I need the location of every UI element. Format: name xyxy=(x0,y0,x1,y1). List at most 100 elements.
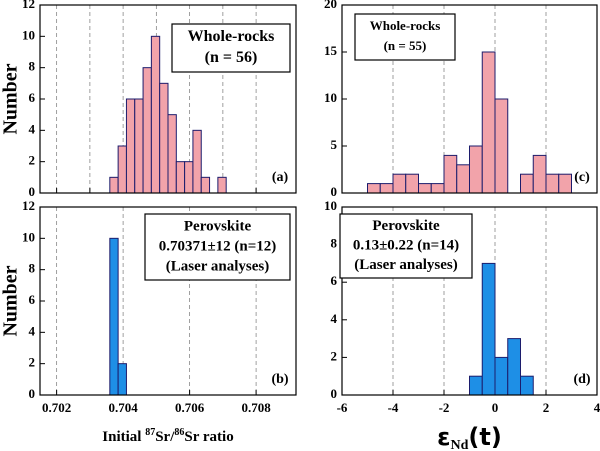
bar xyxy=(217,176,227,194)
bar xyxy=(142,67,152,194)
x-axis-label-part: (t) xyxy=(468,423,501,451)
annotation: Perovskite xyxy=(372,218,440,234)
x-axis-label-part: 87 xyxy=(145,427,155,438)
annotation: (n = 55) xyxy=(384,38,427,53)
y-axis-label: Number xyxy=(0,63,22,134)
y-tick-label: 6 xyxy=(29,292,36,307)
y-tick-label: 0 xyxy=(29,386,36,401)
plot-frame xyxy=(341,4,598,194)
y-tick-label: 8 xyxy=(331,236,338,251)
bar xyxy=(494,356,509,396)
y-axis-label: Number xyxy=(0,265,22,336)
x-axis-label-part: Sr/ xyxy=(155,429,175,445)
x-axis-label-part: 86 xyxy=(174,427,184,438)
bar xyxy=(192,129,202,194)
bar xyxy=(520,173,534,194)
y-tick-label: 8 xyxy=(29,261,36,276)
bar xyxy=(184,161,194,194)
bar xyxy=(134,98,144,194)
panel-label: (c) xyxy=(574,170,590,185)
bar xyxy=(481,262,496,396)
x-axis-label-part: ε xyxy=(437,423,450,451)
x-tick-label: -4 xyxy=(388,400,399,415)
y-tick-label: 6 xyxy=(331,273,338,288)
bar xyxy=(469,375,483,396)
bar xyxy=(175,161,186,194)
y-tick-label: 12 xyxy=(22,0,35,11)
y-tick-label: 10 xyxy=(22,229,35,244)
panel-label: (b) xyxy=(271,372,288,387)
y-tick-label: 0 xyxy=(331,184,338,199)
y-tick-label: 10 xyxy=(22,27,35,42)
annotation-box xyxy=(354,13,456,61)
y-tick-label: 2 xyxy=(29,355,36,370)
x-tick-label: 0.706 xyxy=(175,400,205,415)
y-tick-label: 12 xyxy=(22,198,35,213)
annotation-box xyxy=(144,213,291,281)
x-axis-label-part: Initial xyxy=(102,429,145,445)
x-tick-label: 0.702 xyxy=(42,400,71,415)
plot-frame xyxy=(39,4,297,194)
bar xyxy=(109,237,119,396)
bar xyxy=(117,145,127,194)
bar xyxy=(150,35,161,194)
x-tick-label: 0.708 xyxy=(241,400,271,415)
y-tick-label: 2 xyxy=(331,348,338,363)
annotation: Perovskite xyxy=(184,218,252,234)
bar xyxy=(200,176,211,194)
x-tick-label: 0.704 xyxy=(108,400,138,415)
annotation-box xyxy=(339,213,473,279)
x-axis-label-part: Sr ratio xyxy=(184,429,233,445)
bar xyxy=(392,173,407,194)
bar xyxy=(125,98,136,194)
plot-frame xyxy=(39,206,297,396)
annotation: (Laser analyses) xyxy=(166,258,269,274)
y-tick-label: 20 xyxy=(324,0,337,11)
annotation: 0.13±0.22 (n=14) xyxy=(353,237,459,253)
annotation: (n = 56) xyxy=(205,49,258,66)
y-tick-label: 0 xyxy=(29,184,36,199)
y-tick-label: 5 xyxy=(331,137,338,152)
y-tick-label: 4 xyxy=(29,121,36,136)
annotation: 0.70371±12 (n=12) xyxy=(159,238,277,254)
panel-label: (a) xyxy=(272,170,289,185)
plot-frame xyxy=(341,206,598,396)
annotation: (Laser analyses) xyxy=(354,257,457,273)
y-tick-label: 0 xyxy=(331,386,338,401)
bar xyxy=(430,183,445,194)
x-tick-label: 2 xyxy=(543,400,550,415)
y-tick-label: 15 xyxy=(324,43,338,58)
y-tick-label: 2 xyxy=(29,153,36,168)
bar xyxy=(443,154,458,194)
bar xyxy=(405,173,419,194)
bar xyxy=(545,173,560,194)
bar xyxy=(494,98,509,194)
bar xyxy=(109,176,119,194)
bar xyxy=(481,51,496,194)
bar xyxy=(167,114,177,194)
bar xyxy=(507,338,521,396)
y-tick-label: 4 xyxy=(29,323,36,338)
panel-label: (d) xyxy=(573,372,590,387)
y-tick-label: 6 xyxy=(29,90,36,105)
bar xyxy=(456,164,470,194)
annotation-box xyxy=(171,23,291,73)
annotation: Whole-rocks xyxy=(188,28,275,45)
x-axis-label-part: Nd xyxy=(451,438,469,451)
bar xyxy=(117,363,127,396)
x-tick-label: 4 xyxy=(594,400,600,415)
annotation: Whole-rocks xyxy=(370,18,441,33)
x-tick-label: -6 xyxy=(337,400,348,415)
bar xyxy=(367,183,381,194)
bar xyxy=(558,173,572,194)
y-tick-label: 10 xyxy=(324,198,337,213)
bar xyxy=(418,183,432,194)
y-tick-label: 10 xyxy=(324,90,337,105)
bar xyxy=(520,375,534,396)
x-tick-label: -2 xyxy=(439,400,450,415)
bar xyxy=(532,154,547,194)
bar xyxy=(469,145,483,194)
bar xyxy=(159,82,169,194)
y-tick-label: 8 xyxy=(29,59,36,74)
